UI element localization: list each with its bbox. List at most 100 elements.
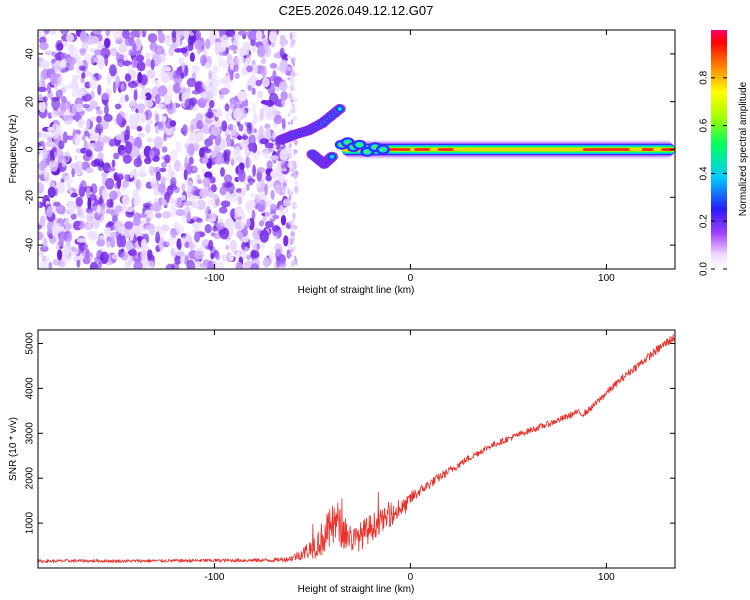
noise-blob [280,91,288,101]
noise-blob [157,183,166,193]
noise-blob [61,254,72,263]
noise-edge-blob [289,92,294,100]
noise-blob [116,235,124,248]
noise-blob [219,227,230,240]
noise-blob [240,142,247,148]
noise-edge-blob [289,77,294,85]
noise-blob [202,177,211,188]
noise-blob [111,159,116,168]
noise-blob [68,62,75,71]
noise-blob [145,124,151,133]
snr-ytick-label: 4000 [25,377,36,400]
noise-blob [162,199,168,205]
noise-blob [264,108,274,119]
noise-blob [111,253,119,260]
noise-blob [188,35,197,41]
noise-blob [107,220,114,227]
noise-blob [78,186,86,198]
noise-blob [280,160,289,169]
noise-blob [115,76,121,88]
snr-ytick-label: 1000 [25,512,36,535]
noise-blob [251,87,256,96]
noise-edge-blob [287,253,293,258]
noise-blob [105,208,113,214]
noise-edge-blob [287,121,291,126]
colorbar-tick-label: 0.2 [699,214,710,228]
noise-blob [173,222,179,230]
noise-blob [74,111,80,122]
noise-blob [120,251,128,261]
noise-blob [57,76,64,88]
noise-blob [44,50,54,56]
noise-edge-blob [294,262,298,266]
noise-blob [87,220,92,229]
noise-blob [250,263,260,269]
noise-blob [267,82,276,96]
colorbar-tick-label: 0.8 [699,70,710,84]
noise-blob [75,66,80,74]
noise-blob [140,113,147,123]
noise-blob [183,168,188,181]
noise-edge-blob [289,237,294,246]
noise-blob [124,221,134,230]
noise-blob [132,43,137,52]
noise-blob [128,113,137,127]
noise-blob [120,83,125,91]
noise-blob [157,85,168,97]
noise-blob [259,138,269,145]
noise-blob [246,218,251,228]
snr-series-line [38,333,675,564]
noise-blob [225,134,232,147]
band-peak [661,148,675,151]
noise-blob [70,213,77,220]
noise-blob [149,149,155,160]
noise-blob [55,89,63,99]
noise-blob [147,249,153,260]
noise-blob [232,151,242,162]
noise-edge-blob [289,108,293,114]
noise-blob [199,147,205,159]
noise-blob [75,196,84,207]
noise-blob [49,150,55,159]
noise-blob [38,182,45,194]
noise-blob [221,120,228,132]
noise-blob [234,72,240,79]
spectrogram-ytick-label: 0 [25,146,36,152]
colorbar-tick-label: 0.4 [699,166,710,180]
noise-blob [168,184,178,191]
noise-blob [97,41,103,52]
noise-blob [237,231,244,239]
noise-blob [79,213,87,220]
noise-blob [38,231,44,241]
noise-blob [235,261,243,269]
noise-edge-blob [290,260,295,268]
band-wave-core [372,145,378,149]
noise-blob [255,79,262,87]
colorbar-tick-label: 0.0 [699,262,710,276]
noise-blob [214,157,224,165]
noise-blob [237,30,248,36]
noise-blob [136,61,146,72]
noise-edge-blob [293,98,298,103]
noise-blob [109,236,115,247]
noise-blob [207,217,215,222]
noise-blob [105,177,115,190]
noise-blob [228,196,238,203]
noise-blob [187,143,195,156]
noise-blob [124,73,132,82]
noise-blob [258,220,265,227]
noise-blob [158,32,166,44]
noise-blob [118,43,128,54]
noise-blob [144,92,152,101]
noise-blob [170,247,175,258]
noise-blob [151,79,159,85]
noise-blob [86,142,91,150]
noise-blob [47,175,52,186]
noise-blob [45,141,56,148]
noise-edge-blob [292,236,295,243]
noise-blob [124,174,130,182]
noise-blob [53,83,59,91]
noise-blob [138,213,147,219]
noise-blob [136,54,145,62]
